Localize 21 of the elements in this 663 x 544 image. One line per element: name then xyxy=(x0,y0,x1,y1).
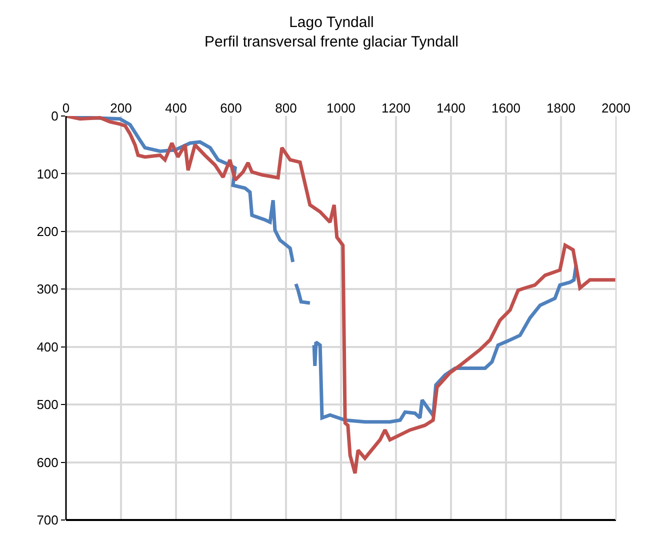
line-series xyxy=(66,116,616,475)
x-tick-label: 1400 xyxy=(436,100,466,116)
chart-title: Lago Tyndall xyxy=(289,14,374,32)
x-tick-label: 400 xyxy=(165,100,187,116)
x-tick-label: 200 xyxy=(110,100,132,116)
y-tick-label: 600 xyxy=(36,454,58,470)
x-tick-label: 1600 xyxy=(492,100,520,116)
x-tick-label: 600 xyxy=(220,100,242,116)
y-tick-label: 200 xyxy=(36,224,58,239)
chart-subtitle: Perfil transversal frente glaciar Tyndall xyxy=(204,34,459,51)
y-tick-label: 100 xyxy=(36,166,58,182)
y-tick-label: 300 xyxy=(36,282,58,297)
x-tick-label: 1800 xyxy=(546,100,576,116)
y-tick-label: 500 xyxy=(36,397,58,412)
x-tick-label: 1000 xyxy=(326,100,356,116)
y-tick-label: 400 xyxy=(36,339,58,354)
x-tick-label: 1200 xyxy=(382,100,410,116)
x-tick-label: 0 xyxy=(62,100,70,116)
x-tick-label: 2000 xyxy=(602,100,630,116)
y-tick-label: 700 xyxy=(36,512,58,528)
x-tick-label: 800 xyxy=(275,100,297,116)
